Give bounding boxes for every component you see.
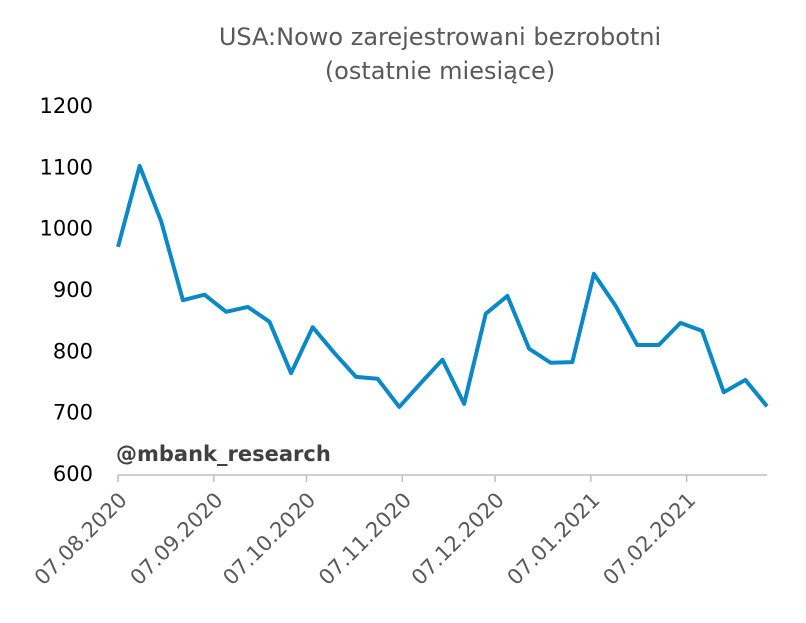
- y-tick-label: 600: [53, 462, 93, 486]
- x-tick-label: 07.01.2021: [503, 488, 605, 590]
- x-tick-label: 07.11.2020: [314, 488, 416, 590]
- x-tick-label: 07.08.2020: [30, 488, 132, 590]
- y-tick-label: 1200: [40, 94, 93, 118]
- x-tick-label: 07.12.2020: [407, 488, 509, 590]
- y-tick-label: 1000: [40, 217, 93, 241]
- annotation: @mbank_research: [116, 442, 331, 466]
- x-tick-label: 07.02.2021: [598, 488, 700, 590]
- y-tick-label: 800: [53, 339, 93, 363]
- y-tick-label: 700: [53, 401, 93, 425]
- y-tick-label: 900: [53, 278, 93, 302]
- x-tick-label: 07.10.2020: [218, 488, 320, 590]
- x-tick-label: 07.09.2020: [126, 488, 228, 590]
- chart-title: USA:Nowo zarejestrowani bezrobotni: [219, 23, 661, 51]
- y-tick-label: 1100: [40, 155, 93, 179]
- chart-subtitle: (ostatnie miesiące): [325, 57, 555, 85]
- line-series: [116, 163, 769, 409]
